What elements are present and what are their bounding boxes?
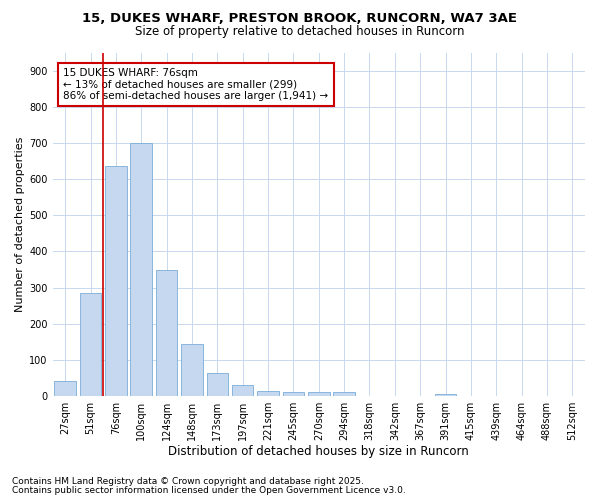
Bar — [435, 394, 457, 396]
Text: 15, DUKES WHARF, PRESTON BROOK, RUNCORN, WA7 3AE: 15, DUKES WHARF, PRESTON BROOK, RUNCORN,… — [83, 12, 517, 26]
Bar — [257, 390, 279, 396]
Text: Size of property relative to detached houses in Runcorn: Size of property relative to detached ho… — [135, 25, 465, 38]
Text: Contains HM Land Registry data © Crown copyright and database right 2025.: Contains HM Land Registry data © Crown c… — [12, 477, 364, 486]
Bar — [130, 143, 152, 396]
Bar — [232, 385, 253, 396]
Text: Contains public sector information licensed under the Open Government Licence v3: Contains public sector information licen… — [12, 486, 406, 495]
Bar — [308, 392, 329, 396]
X-axis label: Distribution of detached houses by size in Runcorn: Distribution of detached houses by size … — [169, 444, 469, 458]
Text: 15 DUKES WHARF: 76sqm
← 13% of detached houses are smaller (299)
86% of semi-det: 15 DUKES WHARF: 76sqm ← 13% of detached … — [63, 68, 328, 101]
Bar — [206, 372, 228, 396]
Bar — [181, 344, 203, 396]
Bar — [156, 270, 178, 396]
Y-axis label: Number of detached properties: Number of detached properties — [15, 136, 25, 312]
Bar — [80, 293, 101, 396]
Bar — [55, 381, 76, 396]
Bar — [334, 392, 355, 396]
Bar — [283, 392, 304, 396]
Bar — [105, 166, 127, 396]
